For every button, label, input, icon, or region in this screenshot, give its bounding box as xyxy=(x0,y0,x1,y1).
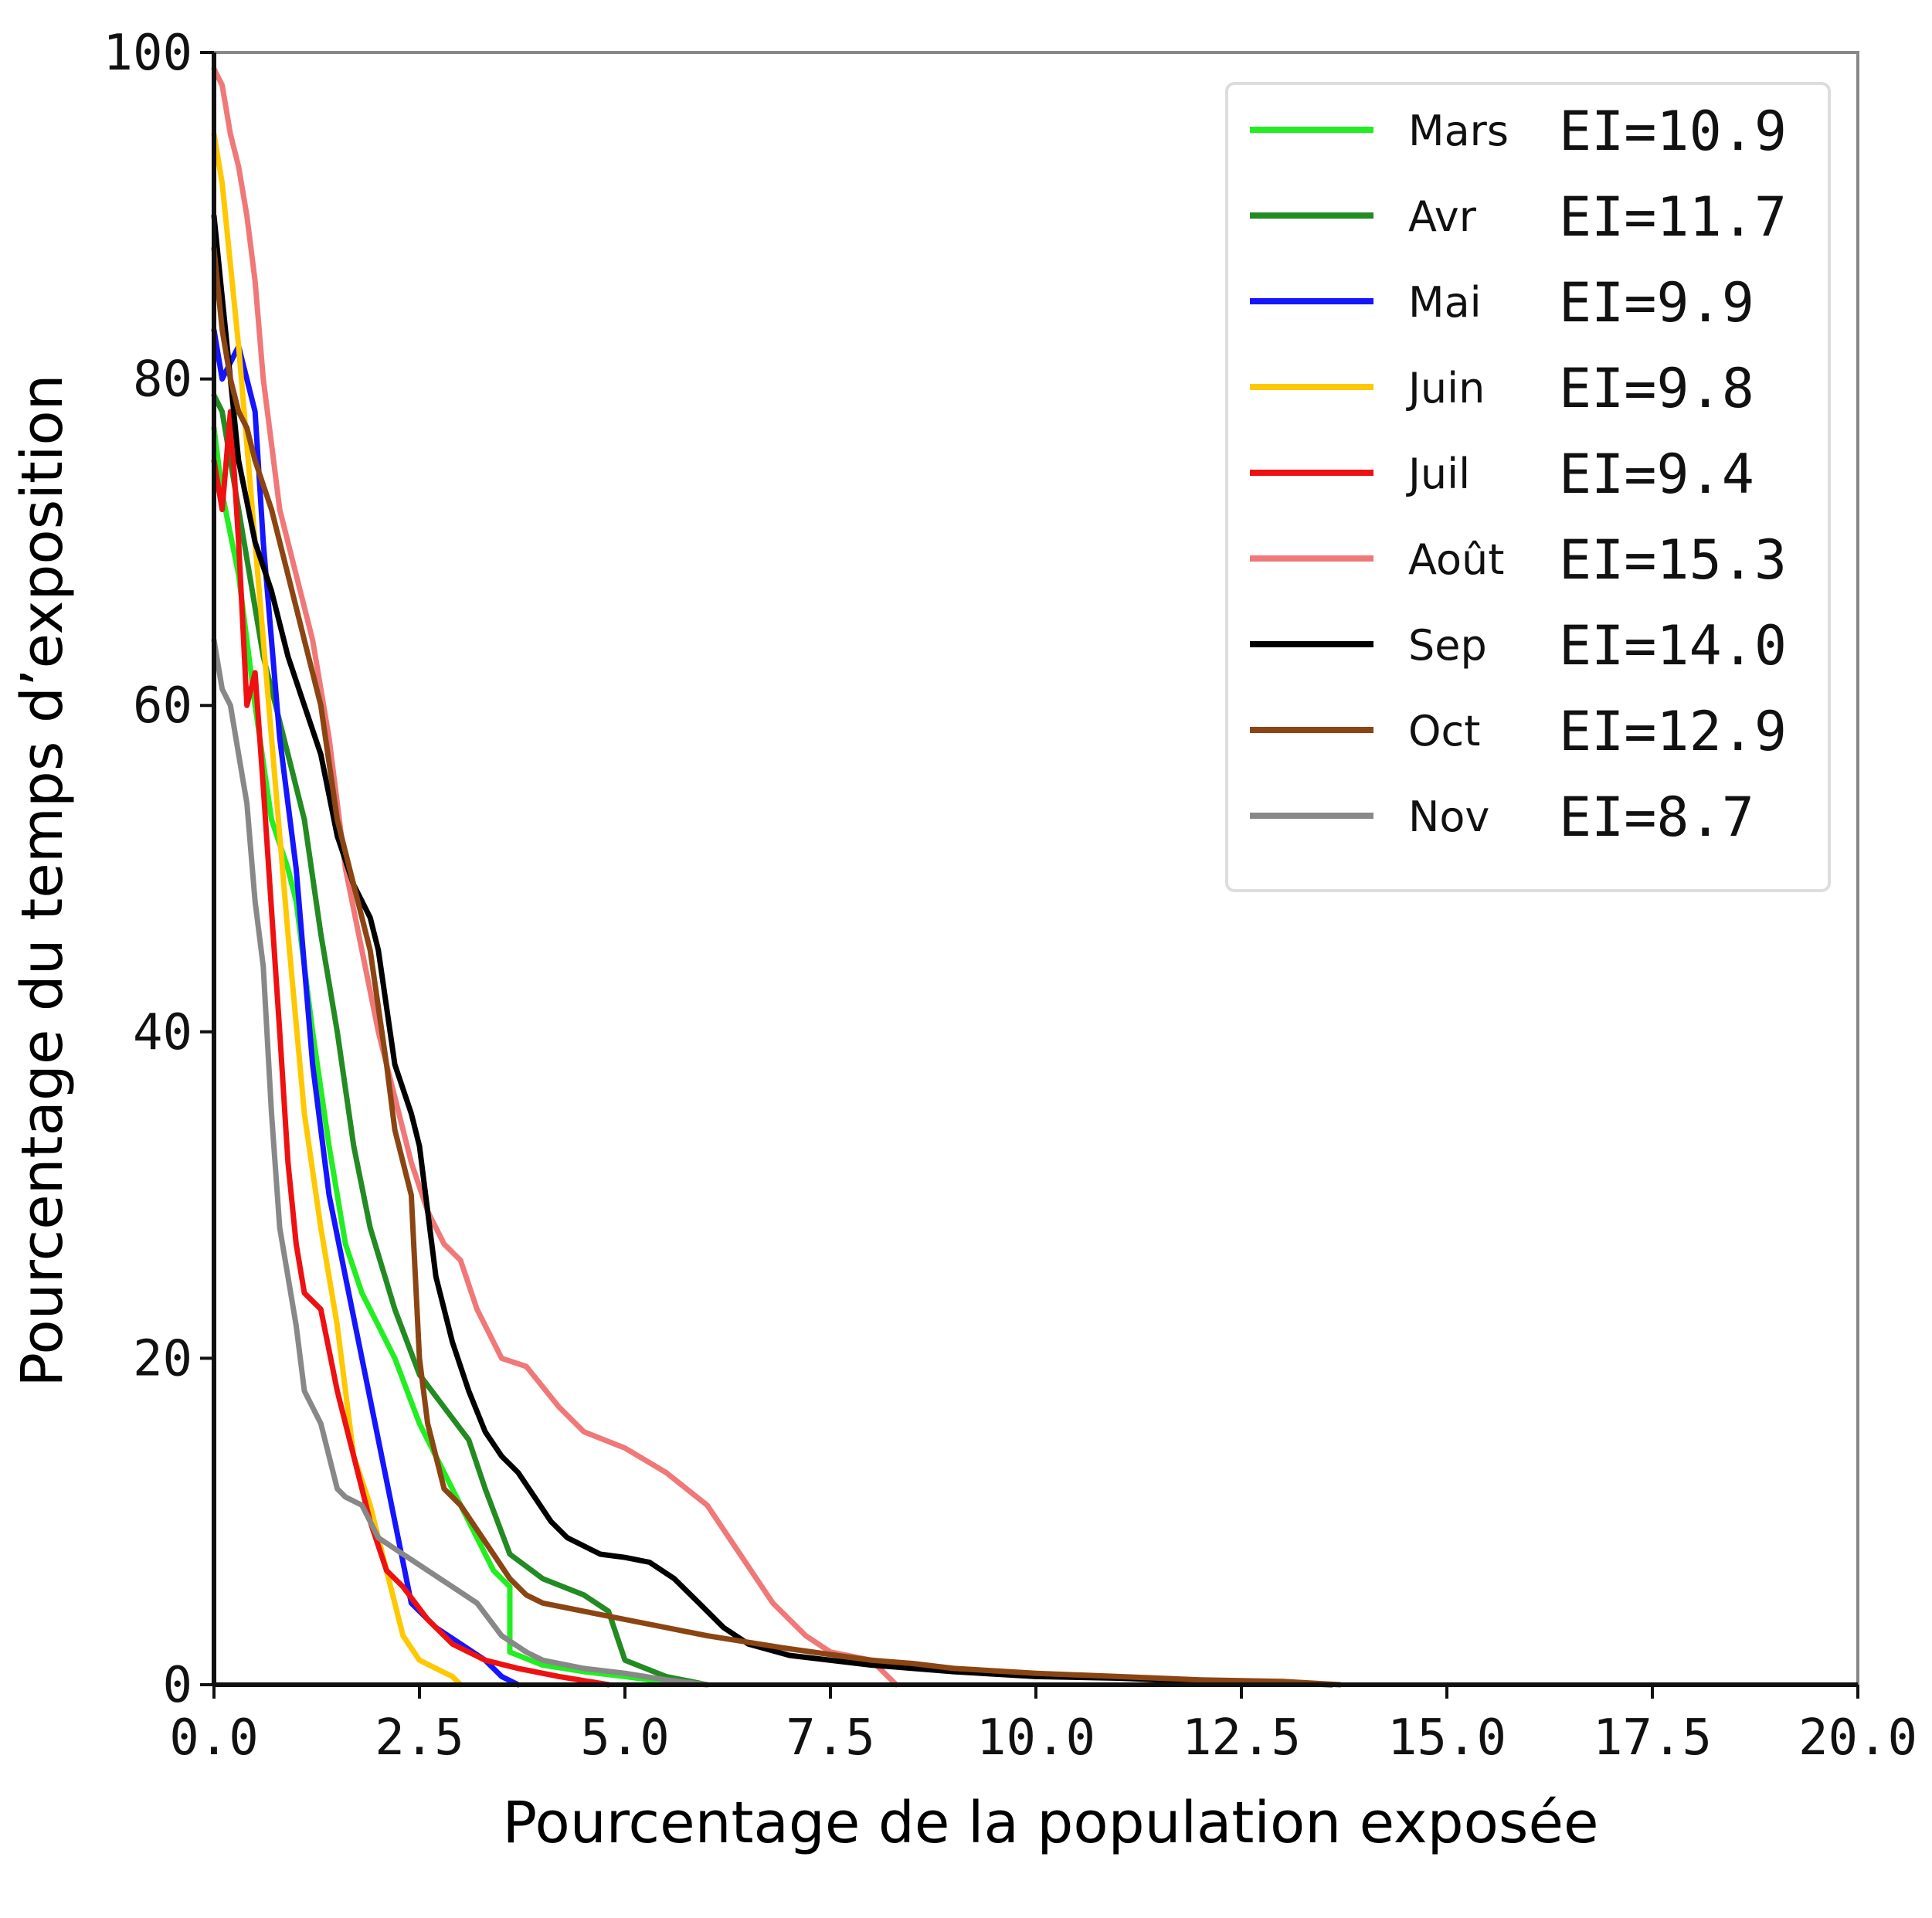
series-line-sep xyxy=(211,212,1335,1688)
legend-label-juin: Juin xyxy=(1406,364,1485,412)
legend-ei-aot: EI=15.3 xyxy=(1559,528,1787,592)
series-line-mai xyxy=(211,327,521,1688)
x-tick-label: 20.0 xyxy=(1798,1709,1917,1767)
x-tick-label: 12.5 xyxy=(1182,1709,1301,1767)
legend-ei-nov: EI=8.7 xyxy=(1559,786,1754,849)
x-tick-label: 15.0 xyxy=(1387,1709,1506,1767)
legend: Mars EI=10.9 Avr EI=11.7 Mai EI=9.9 Juin EI=9.8… xyxy=(1225,82,1831,892)
series-line-juin xyxy=(211,131,463,1688)
y-tick-label: 100 xyxy=(103,25,192,82)
y-axis-label: Pourcentage du temps d’exposition xyxy=(9,374,76,1387)
legend-ei-mai: EI=9.9 xyxy=(1559,271,1754,334)
x-tick-label: 2.5 xyxy=(375,1709,464,1767)
series-line-avr xyxy=(211,392,710,1688)
plot-lines xyxy=(211,66,1343,1688)
legend-label-avr: Avr xyxy=(1408,192,1477,241)
legend-label-oct: Oct xyxy=(1408,707,1480,755)
ticks: 0.0 2.5 5.0 7.5 10.0 12.5 15.0 17.5 20.0 0 20 40 60 8… xyxy=(103,25,1917,1767)
x-axis-label: Pourcentage de la population exposée xyxy=(502,1790,1598,1856)
y-tick-label: 60 xyxy=(133,677,192,735)
legend-ei-oct: EI=12.9 xyxy=(1559,700,1787,763)
y-tick-label: 40 xyxy=(133,1004,192,1061)
y-tick-label: 80 xyxy=(133,351,192,409)
legend-label-sep: Sep xyxy=(1408,621,1487,670)
legend-ei-juin: EI=9.8 xyxy=(1559,357,1754,420)
x-tick-label: 10.0 xyxy=(976,1709,1095,1767)
series-line-juil xyxy=(211,409,612,1688)
series-line-mars xyxy=(211,425,710,1688)
legend-label-aot: Août xyxy=(1408,535,1504,584)
series-line-aot xyxy=(211,66,899,1688)
legend-box xyxy=(1225,82,1831,892)
y-tick-label: 20 xyxy=(133,1330,192,1387)
legend-ei-avr: EI=11.7 xyxy=(1559,185,1787,249)
legend-ei-juil: EI=9.4 xyxy=(1559,443,1754,506)
legend-label-mars: Mars xyxy=(1408,107,1509,155)
x-tick-label: 17.5 xyxy=(1593,1709,1712,1767)
legend-label-nov: Nov xyxy=(1408,793,1489,841)
legend-label-mai: Mai xyxy=(1408,278,1482,327)
series-line-oct xyxy=(211,246,1343,1688)
legend-label-juil: Juil xyxy=(1406,450,1470,498)
x-tick-label: 5.0 xyxy=(580,1709,670,1767)
legend-ei-sep: EI=14.0 xyxy=(1559,614,1787,677)
y-tick-label: 0 xyxy=(162,1657,192,1714)
legend-ei-mars: EI=10.9 xyxy=(1559,100,1787,163)
x-tick-label: 7.5 xyxy=(786,1709,875,1767)
series-line-nov xyxy=(211,637,710,1688)
x-tick-label: 0.0 xyxy=(169,1709,259,1767)
